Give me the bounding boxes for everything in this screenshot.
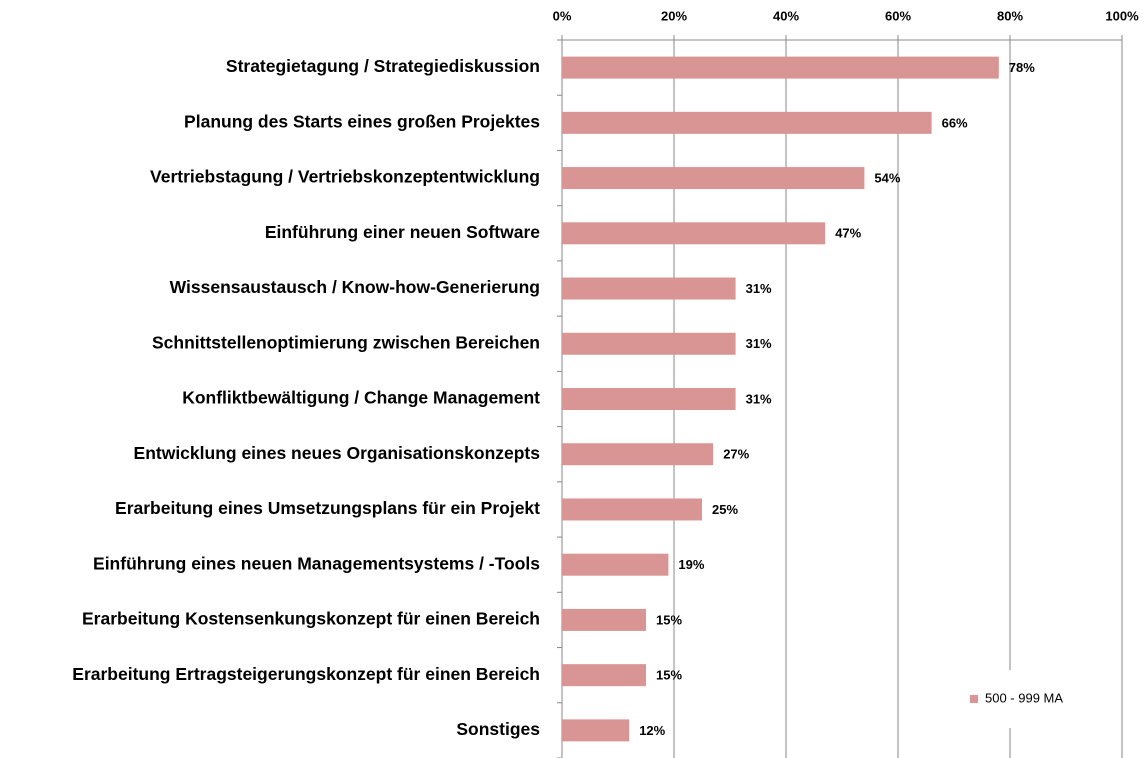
data-label: 31% bbox=[746, 281, 772, 296]
data-label: 12% bbox=[639, 723, 665, 738]
data-label: 31% bbox=[746, 336, 772, 351]
y-tick-label: Schnittstellenoptimierung zwischen Berei… bbox=[152, 332, 540, 352]
bar bbox=[562, 332, 736, 355]
bar bbox=[562, 608, 646, 631]
bar bbox=[562, 498, 702, 521]
data-label: 19% bbox=[678, 557, 704, 572]
y-tick-label: Konfliktbewältigung / Change Management bbox=[182, 388, 540, 408]
data-label: 54% bbox=[874, 171, 900, 186]
y-tick-label: Vertriebstagung / Vertriebskonzeptentwic… bbox=[150, 167, 540, 187]
bar bbox=[562, 56, 999, 79]
y-tick-label: Sonstiges bbox=[456, 719, 540, 739]
data-label: 31% bbox=[746, 391, 772, 406]
legend-label: 500 - 999 MA bbox=[985, 690, 1063, 705]
x-tick-label: 0% bbox=[553, 8, 572, 23]
x-tick-label: 20% bbox=[661, 8, 687, 23]
data-label: 15% bbox=[656, 612, 682, 627]
bar bbox=[562, 111, 932, 134]
data-label: 27% bbox=[723, 447, 749, 462]
bar bbox=[562, 553, 669, 576]
bar bbox=[562, 388, 736, 410]
y-tick-label: Strategietagung / Strategiediskussion bbox=[226, 56, 540, 76]
bar bbox=[562, 277, 736, 300]
data-label: 15% bbox=[656, 668, 682, 683]
y-tick-label: Einführung einer neuen Software bbox=[265, 222, 540, 242]
legend-swatch bbox=[970, 695, 978, 703]
y-tick-label: Einführung eines neuen Managementsystems… bbox=[93, 553, 540, 573]
y-tick-label: Erarbeitung Kostensenkungskonzept für ei… bbox=[82, 609, 540, 629]
legend-box bbox=[962, 670, 1087, 728]
bar bbox=[562, 443, 714, 466]
x-tick-label: 40% bbox=[773, 8, 799, 23]
y-tick-label: Wissensaustausch / Know-how-Generierung bbox=[170, 277, 540, 297]
y-tick-label: Entwicklung eines neues Organisationskon… bbox=[134, 443, 541, 463]
bar bbox=[562, 664, 646, 687]
data-label: 78% bbox=[1009, 60, 1035, 75]
x-tick-label: 100% bbox=[1105, 8, 1139, 23]
data-label: 47% bbox=[835, 226, 861, 241]
bar bbox=[562, 222, 826, 245]
x-tick-label: 80% bbox=[997, 8, 1023, 23]
data-label: 66% bbox=[942, 115, 968, 130]
x-tick-label: 60% bbox=[885, 8, 911, 23]
y-tick-label: Erarbeitung Ertragsteigerungskonzept für… bbox=[72, 664, 540, 684]
bar bbox=[562, 167, 865, 190]
y-tick-label: Planung des Starts eines großen Projekte… bbox=[184, 111, 540, 131]
data-label: 25% bbox=[712, 502, 738, 517]
y-tick-label: Erarbeitung eines Umsetzungsplans für ei… bbox=[115, 498, 540, 518]
bar bbox=[562, 719, 630, 742]
